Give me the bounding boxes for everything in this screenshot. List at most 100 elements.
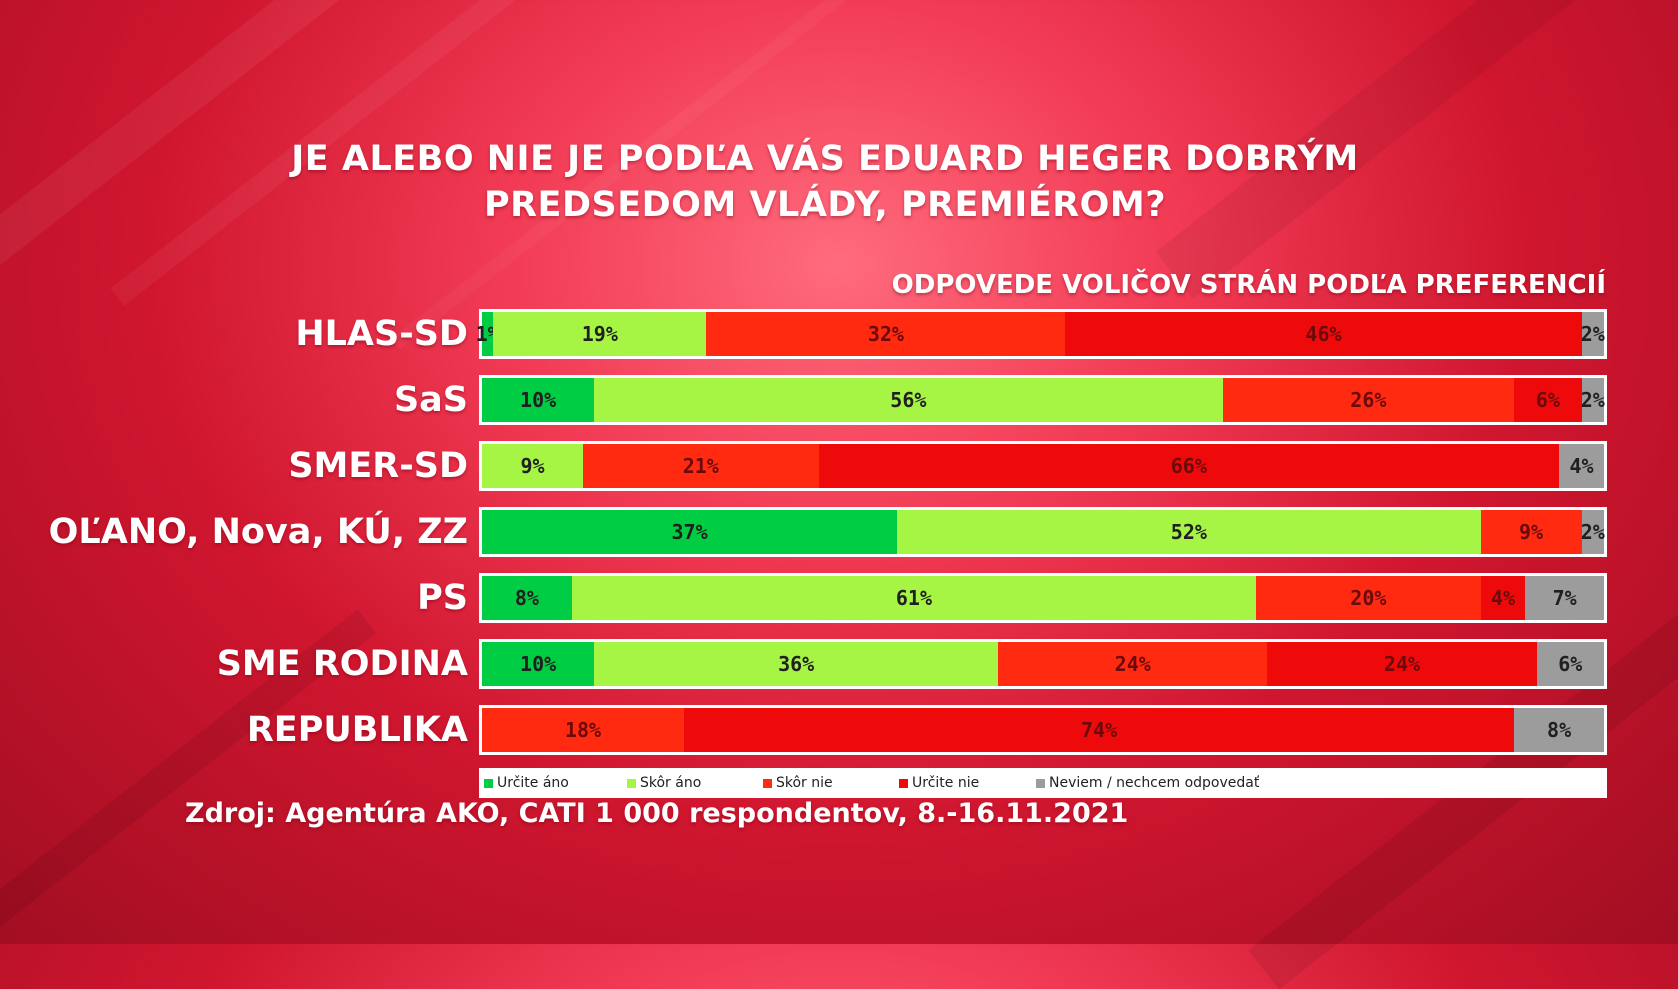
stacked-bar: 9% 21% 66% 4%: [479, 441, 1607, 491]
bar-segment-skor-ano: 61%: [571, 576, 1257, 620]
category-label: PS: [417, 578, 468, 618]
data-label: 6%: [1535, 388, 1560, 412]
bar-segment-skor-ano: 9%: [482, 444, 583, 488]
chart-subtitle: ODPOVEDE VOLIČOV STRÁN PODĽA PREFERENCIÍ: [891, 270, 1606, 300]
chart-legend: Určite áno Skôr áno Skôr nie Určite nie Nevi…: [479, 768, 1607, 798]
bar-row: PS 8% 61% 20% 4% 7%: [0, 570, 1678, 626]
bar-segment-skor-ano: 19%: [493, 312, 707, 356]
data-label: 56%: [890, 388, 927, 412]
bar-segment-neviem: 8%: [1514, 708, 1604, 752]
legend-label: Skôr nie: [776, 775, 833, 791]
bar-segment-neviem: 6%: [1536, 642, 1604, 686]
data-label: 24%: [1114, 652, 1151, 676]
data-label: 10%: [520, 652, 557, 676]
data-label: 21%: [682, 454, 719, 478]
data-label: 26%: [1350, 388, 1387, 412]
bar-row: SaS 10% 56% 26% 6% 2%: [0, 372, 1678, 428]
data-label: 8%: [1547, 718, 1572, 742]
legend-label: Neviem / nechcem odpovedať: [1049, 775, 1260, 791]
category-label: SaS: [393, 380, 468, 420]
data-label: 7%: [1552, 586, 1577, 610]
stacked-bar: 8% 61% 20% 4% 7%: [479, 573, 1607, 623]
data-label: 61%: [895, 586, 933, 610]
legend-swatch: [484, 778, 493, 788]
category-label: SMER-SD: [288, 446, 468, 486]
stacked-bar-chart: HLAS-SD 1% 19% 32% 46% 2% SaS 10% 56% 26% 6% 2% SMER…: [0, 306, 1678, 758]
stacked-bar: 37% 52% 9% 2%: [479, 507, 1607, 557]
bar-segment-urcite-ano: 1%: [476, 312, 500, 356]
category-label: HLAS-SD: [295, 314, 468, 354]
bar-segment-skor-nie: 21%: [582, 444, 819, 488]
bar-segment-skor-ano: 36%: [594, 642, 999, 686]
bar-segment-urcite-ano: 8%: [482, 576, 572, 620]
data-label: 8%: [514, 586, 539, 610]
legend-swatch: [627, 778, 636, 788]
data-label: 10%: [520, 388, 557, 412]
data-label: 6%: [1558, 652, 1583, 676]
bar-segment-neviem: 2%: [1580, 510, 1605, 554]
data-label: 18%: [564, 718, 602, 742]
data-label: 36%: [778, 652, 815, 676]
bar-segment-skor-nie: 20%: [1256, 576, 1481, 620]
data-label: 9%: [520, 454, 545, 478]
legend-swatch: [899, 778, 908, 788]
bar-row: HLAS-SD 1% 19% 32% 46% 2%: [0, 306, 1678, 362]
legend-label: Skôr áno: [640, 775, 702, 791]
bar-segment-neviem: 7%: [1525, 576, 1604, 620]
bar-segment-skor-nie: 9%: [1480, 510, 1582, 554]
category-label: OĽANO, Nova, KÚ, ZZ: [48, 512, 468, 552]
bar-row: OĽANO, Nova, KÚ, ZZ 37% 52% 9% 2%: [0, 504, 1678, 560]
data-label: 66%: [1170, 454, 1207, 478]
chart-title-line-2: PREDSEDOM VLÁDY, PREMIÉROM?: [483, 185, 1167, 225]
data-label: 32%: [867, 322, 904, 346]
bar-row: SME RODINA 10% 36% 24% 24% 6%: [0, 636, 1678, 692]
data-label: 37%: [671, 520, 708, 544]
category-label: REPUBLIKA: [246, 710, 468, 750]
legend-item: Určite áno: [484, 768, 569, 798]
data-label: 2%: [1580, 520, 1605, 544]
stacked-bar: 10% 36% 24% 24% 6%: [479, 639, 1607, 689]
bar-segment-skor-nie: 18%: [482, 708, 684, 752]
bar-segment-urcite-ano: 10%: [482, 378, 595, 422]
bar-segment-urcite-ano: 37%: [482, 510, 898, 554]
data-label: 19%: [581, 322, 618, 346]
source-note: Zdroj: Agentúra AKO, CATI 1 000 responde…: [185, 798, 1129, 829]
stacked-bar: 18% 74% 8%: [479, 705, 1607, 755]
category-label: SME RODINA: [216, 644, 468, 684]
bar-row: REPUBLIKA 18% 74% 8%: [0, 702, 1678, 758]
bar-segment-urcite-nie: 6%: [1514, 378, 1582, 422]
bar-segment-skor-nie: 26%: [1222, 378, 1515, 422]
data-label: 2%: [1580, 388, 1605, 412]
legend-item: Skôr nie: [763, 768, 833, 798]
legend-swatch: [1036, 778, 1045, 788]
data-label: 4%: [1569, 454, 1594, 478]
legend-item: Neviem / nechcem odpovedať: [1036, 768, 1259, 798]
data-label: 2%: [1580, 322, 1605, 346]
bar-segment-skor-ano: 56%: [594, 378, 1223, 422]
bar-segment-neviem: 2%: [1580, 312, 1605, 356]
legend-label: Určite nie: [912, 775, 980, 791]
chart-title-line-1: JE ALEBO NIE JE PODĽA VÁS EDUARD HEGER D…: [291, 139, 1359, 179]
bar-segment-neviem: 4%: [1559, 444, 1604, 488]
bar-segment-urcite-ano: 10%: [482, 642, 595, 686]
data-label: 9%: [1519, 520, 1544, 544]
data-label: 24%: [1383, 652, 1421, 676]
stacked-bar: 1% 19% 32% 46% 2%: [476, 309, 1607, 359]
legend-swatch: [763, 778, 772, 788]
bar-row: SMER-SD 9% 21% 66% 4%: [0, 438, 1678, 494]
bar-segment-skor-nie: 32%: [706, 312, 1066, 356]
bar-segment-neviem: 2%: [1580, 378, 1605, 422]
legend-item: Určite nie: [899, 768, 979, 798]
bar-segment-skor-ano: 52%: [897, 510, 1481, 554]
data-label: 20%: [1350, 586, 1387, 610]
bar-segment-skor-nie: 24%: [998, 642, 1268, 686]
bar-segment-urcite-nie: 24%: [1267, 642, 1537, 686]
legend-label: Určite áno: [497, 775, 569, 791]
data-label: 46%: [1305, 322, 1342, 346]
bar-segment-urcite-nie: 46%: [1065, 312, 1582, 356]
chart-title: JE ALEBO NIE JE PODĽA VÁS EDUARD HEGER D…: [200, 136, 1450, 228]
data-label: 74%: [1081, 718, 1118, 742]
data-label: 52%: [1170, 520, 1207, 544]
bar-segment-urcite-nie: 74%: [683, 708, 1515, 752]
stacked-bar: 10% 56% 26% 6% 2%: [479, 375, 1607, 425]
